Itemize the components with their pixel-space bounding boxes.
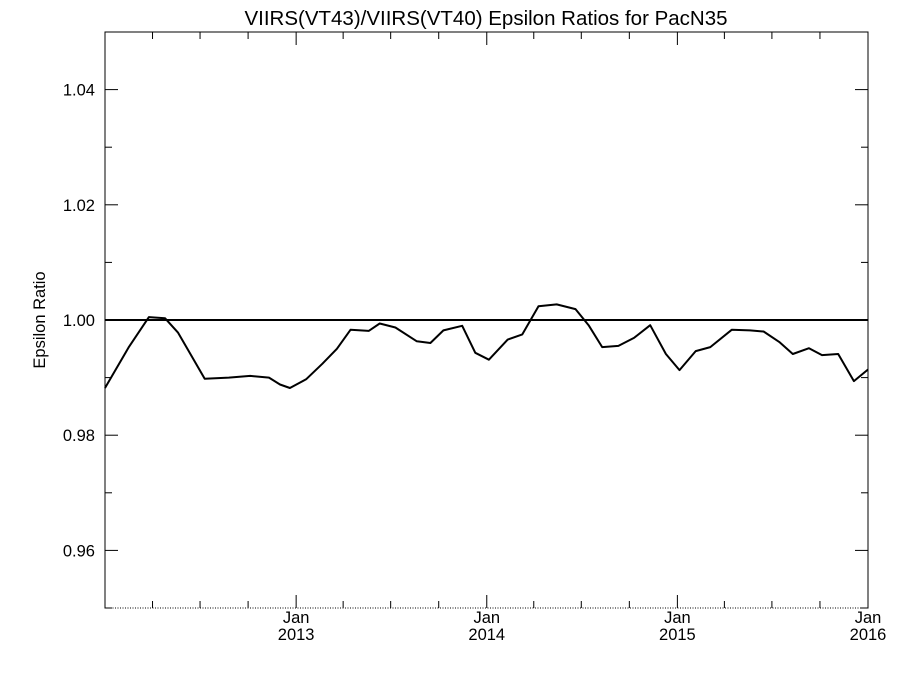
y-tick-label: 1.04 <box>63 82 95 100</box>
y-axis-label: Epsilon Ratio <box>31 271 49 368</box>
x-tick-label-year: 2016 <box>850 626 887 644</box>
x-tick-label-month: Jan <box>855 609 882 627</box>
y-tick-label: 1.00 <box>63 312 95 330</box>
x-tick-label-month: Jan <box>473 609 500 627</box>
x-tick-label-year: 2015 <box>659 626 696 644</box>
y-tick-label: 0.96 <box>63 542 95 560</box>
x-tick-label-month: Jan <box>664 609 691 627</box>
y-tick-label: 0.98 <box>63 427 95 445</box>
chart-title: VIIRS(VT43)/VIIRS(VT40) Epsilon Ratios f… <box>244 7 727 30</box>
x-tick-label-year: 2014 <box>468 626 505 644</box>
series-line <box>104 303 869 389</box>
y-tick-label: 1.02 <box>63 197 95 215</box>
y-ticks: 0.96 0.98 1.00 1.02 1.04 <box>63 31 868 609</box>
x-tick-label-month: Jan <box>283 609 310 627</box>
x-tick-label-year: 2013 <box>278 626 315 644</box>
